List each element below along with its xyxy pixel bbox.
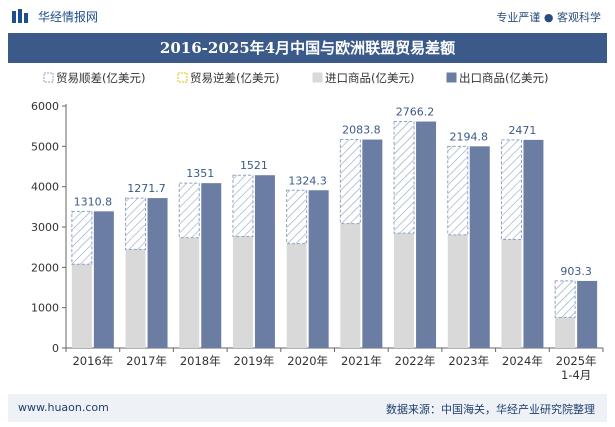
- y-tick-label: 3000: [31, 221, 59, 234]
- import-bar: [286, 243, 307, 348]
- legend-label: 贸易逆差(亿美元): [190, 71, 279, 85]
- export-bar: [416, 121, 437, 348]
- export-bar: [308, 190, 329, 348]
- website-link[interactable]: www.huaon.com: [18, 401, 109, 414]
- x-tick-label: 1-4月: [561, 368, 591, 382]
- surplus-data-label: 1324.3: [288, 174, 327, 187]
- surplus-data-label: 903.3: [560, 265, 592, 278]
- surplus-bar: [500, 139, 522, 241]
- import-bar: [179, 237, 200, 348]
- export-bar: [93, 211, 114, 348]
- y-tick-label: 4000: [31, 181, 59, 194]
- top-bar: 华经情报网 专业严谨 ● 客观科学: [0, 0, 615, 32]
- y-tick-label: 0: [52, 342, 59, 355]
- surplus-bar: [178, 182, 200, 239]
- surplus-data-label: 2766.2: [396, 106, 435, 119]
- legend-swatch: [43, 72, 54, 83]
- x-tick-label: 2019年: [234, 354, 275, 368]
- y-tick-label: 5000: [31, 140, 59, 153]
- surplus-bar: [232, 174, 254, 238]
- chart: 贸易顺差(亿美元) 贸易逆差(亿美元) 进口商品(亿美元) 出口商品(亿美元) 0 10…: [31, 71, 604, 382]
- import-bar: [232, 236, 253, 348]
- x-tick-label: 2020年: [287, 354, 328, 368]
- surplus-bar: [71, 210, 93, 265]
- x-tick-label: 2016年: [72, 354, 113, 368]
- surplus-bar: [339, 139, 361, 225]
- surplus-data-label: 2194.8: [450, 130, 489, 143]
- export-bar: [147, 198, 168, 348]
- export-bar: [201, 183, 222, 348]
- import-bar: [71, 264, 92, 348]
- surplus-data-label: 1521: [240, 159, 268, 172]
- y-tick-label: 2000: [31, 261, 59, 274]
- bars: 1310.8 2016年 1271.7 2017年 1351 2018年 1521 2019年…: [65, 106, 604, 382]
- export-bar: [523, 139, 544, 348]
- surplus-data-label: 2083.8: [342, 124, 381, 137]
- surplus-bar: [447, 145, 469, 236]
- data-source: 数据来源：中国海关，华经产业研究院整理: [386, 403, 595, 416]
- export-bar: [362, 139, 383, 348]
- legend-label: 出口商品(亿美元): [459, 71, 548, 85]
- import-bar: [394, 233, 415, 348]
- x-tick-label: 2024年: [502, 354, 543, 368]
- import-bar: [447, 234, 468, 348]
- x-tick-label: 2025年: [556, 354, 597, 368]
- x-tick-label: 2018年: [180, 354, 221, 368]
- import-bar: [340, 223, 361, 348]
- surplus-bar: [125, 197, 147, 250]
- logo-icon: [12, 9, 28, 23]
- export-bar: [469, 146, 490, 348]
- surplus-data-label: 1271.7: [127, 182, 166, 195]
- x-tick-label: 2022年: [395, 354, 436, 368]
- y-tick-label: 6000: [31, 100, 59, 113]
- title-bar: 2016-2025年4月中国与欧洲联盟贸易差额: [8, 33, 607, 63]
- chart-title: 2016-2025年4月中国与欧洲联盟贸易差额: [159, 39, 456, 57]
- legend: 贸易顺差(亿美元) 贸易逆差(亿美元) 进口商品(亿美元) 出口商品(亿美元): [43, 71, 548, 85]
- surplus-data-label: 2471: [508, 124, 536, 137]
- export-bar: [577, 280, 598, 348]
- x-tick-label: 2017年: [126, 354, 167, 368]
- import-bar: [555, 317, 576, 348]
- y-tick-label: 1000: [31, 302, 59, 315]
- import-bar: [501, 239, 522, 348]
- x-tick-label: 2023年: [448, 354, 489, 368]
- legend-swatch: [177, 72, 188, 83]
- legend-label: 贸易顺差(亿美元): [56, 71, 145, 85]
- export-bar: [254, 175, 275, 348]
- import-bar: [125, 249, 146, 348]
- footer: www.huaon.com 数据来源：中国海关，华经产业研究院整理: [8, 394, 607, 422]
- surplus-data-label: 1310.8: [74, 195, 113, 208]
- surplus-bar: [393, 121, 415, 234]
- x-tick-label: 2021年: [341, 354, 382, 368]
- legend-label: 进口商品(亿美元): [325, 71, 414, 85]
- legend-swatch: [446, 72, 457, 83]
- legend-swatch: [312, 72, 323, 83]
- surplus-data-label: 1351: [186, 167, 214, 180]
- tagline: 专业严谨 ● 客观科学: [496, 11, 601, 24]
- brand-name: 华经情报网: [38, 10, 99, 24]
- surplus-bar: [286, 189, 308, 245]
- surplus-bar: [554, 280, 576, 318]
